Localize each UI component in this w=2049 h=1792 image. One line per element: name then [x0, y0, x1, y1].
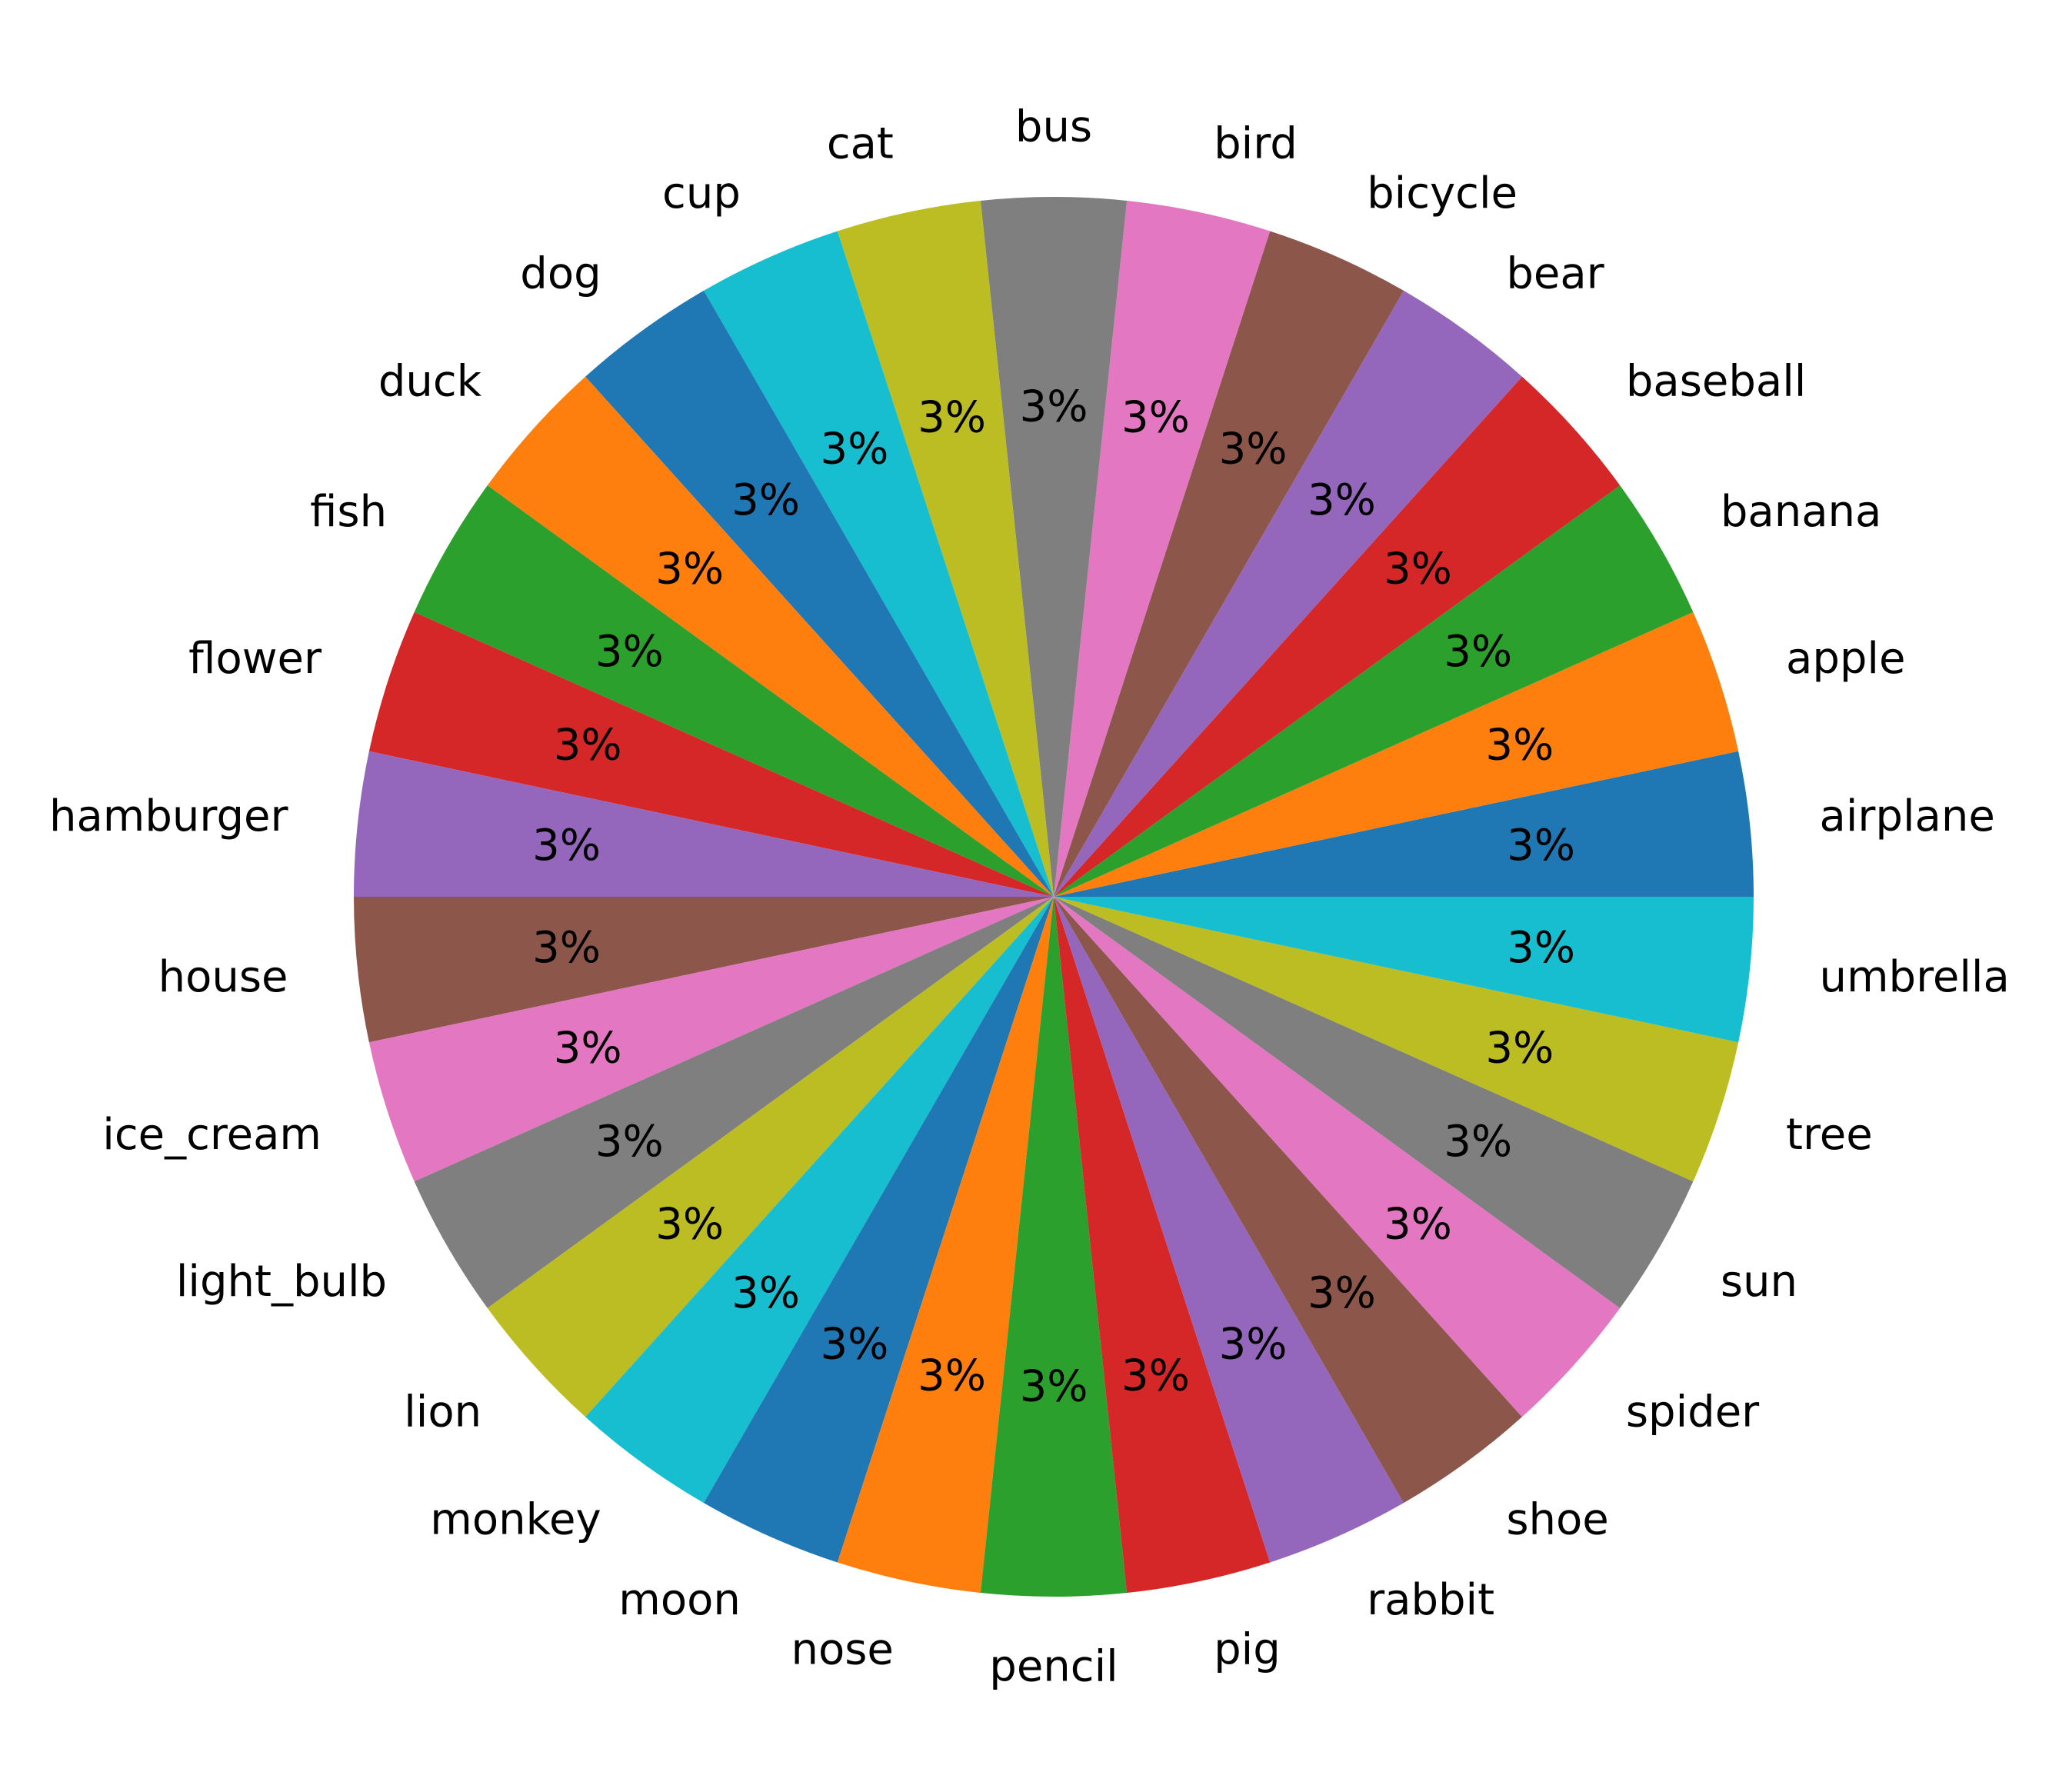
category-label-bird: bird	[1214, 118, 1298, 168]
category-label-spider: spider	[1626, 1387, 1760, 1437]
category-label-apple: apple	[1786, 634, 1905, 684]
percent-label-rabbit: 3%	[1219, 1319, 1288, 1369]
category-label-moon: moon	[618, 1575, 741, 1625]
percent-label-bus: 3%	[1020, 382, 1088, 432]
category-label-group: airplane apple banana baseball bear bicycle bi…	[49, 102, 2010, 1692]
percent-label-umbrella: 3%	[1507, 923, 1575, 973]
pie-slice-airplane	[1054, 751, 1754, 897]
percent-label-bird: 3%	[1121, 392, 1190, 442]
pie-slice-hamburger	[354, 751, 1054, 897]
pie-slice-monkey	[585, 897, 1054, 1504]
pie-slice-baseball	[1054, 376, 1621, 897]
percent-label-shoe: 3%	[1308, 1268, 1376, 1318]
percent-label-banana: 3%	[1444, 627, 1512, 677]
percent-label-airplane: 3%	[1507, 821, 1575, 871]
pie-slice-flower	[368, 611, 1054, 897]
category-label-umbrella: umbrella	[1820, 952, 2010, 1002]
percent-label-monkey: 3%	[731, 1268, 800, 1318]
percent-label-tree: 3%	[1485, 1023, 1554, 1073]
slice-group	[354, 197, 1754, 1597]
pie-slice-fish	[414, 485, 1054, 897]
pie-slice-shoe	[1054, 897, 1522, 1504]
category-label-flower: flower	[188, 634, 322, 684]
category-label-monkey: monkey	[430, 1494, 601, 1544]
pie-slice-pencil	[980, 897, 1128, 1597]
category-label-tree: tree	[1786, 1110, 1873, 1160]
category-label-nose: nose	[791, 1625, 893, 1675]
percent-label-apple: 3%	[1485, 721, 1554, 771]
category-label-bus: bus	[1015, 102, 1092, 152]
category-label-duck: duck	[378, 357, 482, 407]
pie-slice-umbrella	[1054, 897, 1754, 1043]
category-label-cup: cup	[662, 168, 741, 218]
pie-slice-pig	[1054, 897, 1271, 1594]
percent-label-group: 3% 3% 3% 3% 3% 3% 3% 3% 3% 3% 3% 3% 3% 3% 3% 3% 3% 3% 3% 3%…	[532, 382, 1575, 1412]
pie-slice-lion	[487, 897, 1054, 1417]
category-label-hamburger: hamburger	[49, 791, 288, 841]
pie-slice-bear	[1054, 290, 1522, 897]
category-label-cat: cat	[827, 118, 894, 168]
percent-label-bicycle: 3%	[1219, 425, 1288, 475]
percent-label-fish: 3%	[595, 627, 664, 677]
pie-slice-cat	[837, 200, 1054, 897]
percent-label-dog: 3%	[731, 475, 800, 525]
percent-label-flower: 3%	[554, 721, 622, 771]
percent-label-light-bulb: 3%	[595, 1117, 664, 1167]
pie-slice-bus	[980, 197, 1128, 897]
category-label-shoe: shoe	[1506, 1494, 1608, 1544]
pie-slice-dog	[585, 290, 1054, 897]
percent-label-sun: 3%	[1444, 1117, 1512, 1167]
percent-label-pencil: 3%	[1020, 1362, 1088, 1412]
category-label-bicycle: bicycle	[1367, 168, 1518, 218]
pie-slice-light-bulb	[414, 897, 1054, 1308]
percent-label-cup: 3%	[820, 425, 888, 475]
pie-slice-banana	[1054, 485, 1694, 897]
pie-slice-bird	[1054, 200, 1271, 897]
pie-slice-duck	[487, 376, 1054, 897]
percent-label-pig: 3%	[1121, 1351, 1190, 1401]
pie-slice-rabbit	[1054, 897, 1404, 1563]
pie-slice-house	[354, 897, 1054, 1043]
pie-slice-moon	[704, 897, 1054, 1563]
category-label-sun: sun	[1721, 1257, 1797, 1307]
category-label-light-bulb: light_bulb	[176, 1257, 387, 1307]
category-label-rabbit: rabbit	[1367, 1575, 1494, 1625]
pie-slice-bicycle	[1054, 231, 1404, 897]
percent-label-nose: 3%	[918, 1351, 986, 1401]
pie-slice-sun	[1054, 897, 1694, 1308]
percent-label-duck: 3%	[655, 544, 724, 594]
category-label-fish: fish	[310, 487, 387, 537]
category-label-banana: banana	[1721, 487, 1881, 537]
percent-label-moon: 3%	[820, 1319, 888, 1369]
category-label-baseball: baseball	[1626, 357, 1806, 407]
percent-label-house: 3%	[532, 923, 601, 973]
percent-label-lion: 3%	[655, 1200, 724, 1250]
percent-label-baseball: 3%	[1384, 544, 1452, 594]
percent-label-ice-cream: 3%	[554, 1023, 622, 1073]
percent-label-hamburger: 3%	[532, 821, 601, 871]
category-label-pig: pig	[1214, 1625, 1281, 1675]
pie-slice-ice-cream	[368, 897, 1054, 1182]
category-label-airplane: airplane	[1820, 791, 1995, 841]
percent-label-bear: 3%	[1308, 475, 1376, 525]
category-label-ice-cream: ice_cream	[102, 1110, 322, 1160]
category-label-pencil: pencil	[989, 1642, 1118, 1692]
pie-slice-spider	[1054, 897, 1621, 1417]
pie-slice-tree	[1054, 897, 1739, 1182]
percent-label-spider: 3%	[1384, 1200, 1452, 1250]
category-label-lion: lion	[404, 1387, 481, 1437]
percent-label-cat: 3%	[918, 392, 986, 442]
category-label-dog: dog	[520, 249, 601, 299]
pie-slice-apple	[1054, 611, 1739, 897]
category-label-house: house	[158, 952, 288, 1002]
category-label-bear: bear	[1506, 249, 1604, 299]
pie-slice-nose	[837, 897, 1054, 1594]
pie-slice-cup	[704, 231, 1054, 897]
